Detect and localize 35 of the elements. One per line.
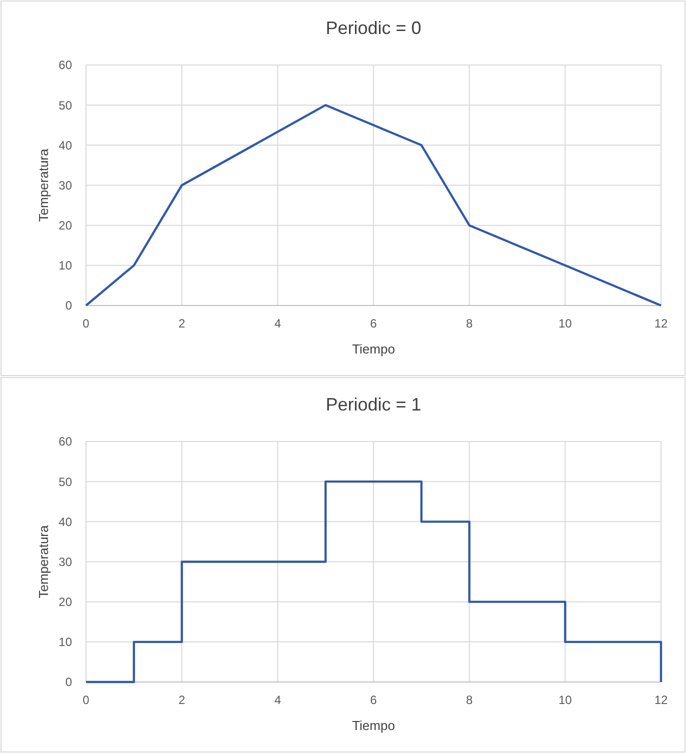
chart-title: Periodic = 0: [326, 18, 422, 38]
x-tick-label: 6: [370, 693, 378, 707]
y-axis-title: Temperatura: [36, 148, 51, 222]
y-tick-label: 40: [58, 514, 72, 529]
x-tick-label: 2: [178, 693, 186, 707]
x-tick-label: 2: [178, 316, 186, 330]
y-tick-label: 10: [58, 635, 72, 650]
y-tick-label: 10: [58, 258, 72, 273]
y-tick-label: 30: [58, 554, 72, 569]
y-tick-label: 0: [65, 675, 72, 690]
x-tick-label: 8: [466, 316, 473, 330]
y-tick-label: 60: [58, 434, 72, 449]
y-tick-label: 50: [58, 98, 72, 112]
x-tick-label: 8: [466, 693, 473, 707]
x-axis-title: Tiempo: [352, 342, 395, 356]
y-tick-label: 40: [58, 138, 72, 152]
x-tick-label: 10: [558, 316, 572, 330]
y-tick-label: 60: [58, 58, 72, 72]
x-tick-label: 6: [370, 316, 378, 330]
y-axis-title: Temperatura: [36, 524, 51, 598]
y-tick-label: 20: [58, 595, 72, 610]
x-tick-label: 4: [274, 316, 282, 330]
y-tick-label: 0: [65, 298, 72, 313]
chart-title: Periodic = 1: [326, 394, 422, 414]
x-tick-label: 10: [558, 693, 572, 707]
x-tick-label: 12: [654, 316, 668, 330]
y-tick-label: 20: [58, 218, 72, 233]
x-axis-title: Tiempo: [352, 718, 395, 733]
x-tick-label: 0: [82, 693, 90, 707]
x-tick-label: 12: [654, 693, 668, 707]
y-tick-label: 50: [58, 474, 72, 489]
y-tick-label: 30: [58, 178, 72, 192]
line-series: [84, 104, 662, 307]
x-tick-label: 4: [274, 693, 282, 707]
x-tick-label: 0: [82, 316, 90, 330]
